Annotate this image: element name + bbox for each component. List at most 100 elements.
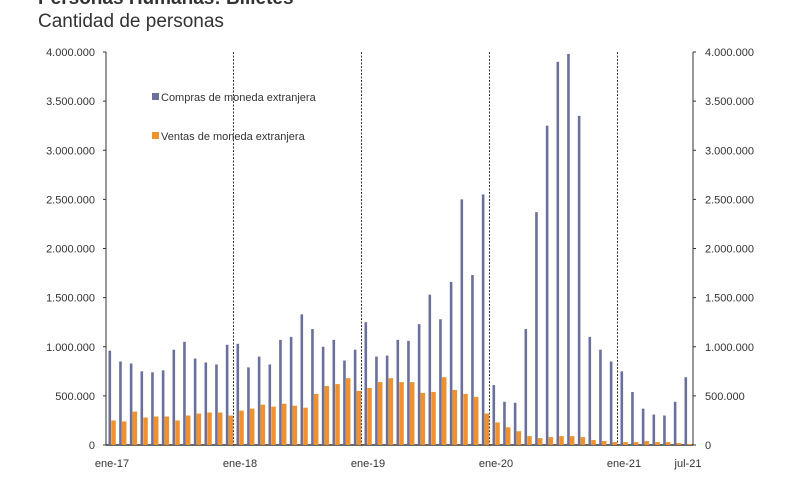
bar-compras-mar-18 [257,356,261,445]
bar-ventas-feb-18 [249,408,255,445]
bar-ventas-oct-18 [335,384,340,445]
bar-compras-jun-19 [417,324,421,445]
left-y-tick-label: 500.000 [55,391,95,403]
bar-ventas-may-19 [409,382,415,445]
bar-compras-sep-17 [193,358,197,445]
bar-compras-dic-17 [225,344,229,445]
bar-ventas-abr-20 [527,436,532,445]
bar-compras-jun-18 [289,336,293,445]
bar-compras-nov-17 [215,364,218,445]
bar-compras-jun-17 [161,370,165,445]
bar-compras-mar-21 [641,408,645,445]
bar-compras-nov-20 [599,349,602,445]
right-y-tick-label: 500.000 [705,391,745,403]
bar-ventas-nov-19 [473,396,479,445]
bar-ventas-abr-21 [655,442,660,445]
bar-compras-may-19 [407,340,410,445]
bar-ventas-jul-21 [687,444,692,445]
bar-compras-sep-18 [321,346,325,445]
bar-ventas-jun-18 [292,405,298,445]
bar-compras-oct-17 [204,362,208,445]
bar-compras-jul-19 [428,294,432,445]
bar-ventas-jul-19 [431,391,436,445]
x-tick-label: jul-21 [674,458,702,470]
chart-title: Personas Humanas: Billetes [38,0,294,10]
bar-ventas-ene-19 [367,388,372,445]
bar-ventas-jun-20 [548,437,554,445]
right-y-tick-label: 2.500.000 [705,194,754,206]
bar-ventas-nov-17 [217,412,223,445]
bar-ventas-mar-20 [516,431,522,445]
bar-compras-mar-19 [385,355,389,445]
bar-compras-may-21 [663,415,666,445]
bar-compras-abr-20 [524,329,528,445]
bar-ventas-ago-17 [185,415,191,445]
left-y-tick-label: 2.500.000 [46,194,95,206]
bar-ventas-oct-17 [207,412,212,445]
bar-compras-dic-19 [481,194,485,445]
bar-ventas-jun-17 [164,416,170,445]
bar-ventas-mar-21 [644,441,650,445]
bar-compras-sep-19 [449,281,453,445]
bar-compras-nov-19 [471,275,474,445]
bar-ventas-sep-18 [324,386,330,445]
bar-compras-feb-17 [119,361,122,445]
bar-ventas-dic-19 [484,413,490,445]
bar-ventas-may-18 [281,403,287,445]
bar-compras-sep-20 [577,115,581,446]
left-y-tick-label: 1.000.000 [46,342,95,354]
left-y-tick-label: 1.500.000 [46,293,95,305]
bar-ventas-may-17 [153,416,159,445]
right-y-tick-label: 3.500.000 [705,96,754,108]
bar-compras-ene-17 [108,350,112,445]
bar-ventas-jun-21 [676,443,682,445]
right-y-tick-label: 2.000.000 [705,244,754,256]
bar-compras-mar-20 [513,402,517,445]
bar-ventas-feb-19 [377,382,383,445]
bar-ventas-abr-19 [399,382,404,445]
x-tick-label: ene-18 [223,458,257,470]
bar-ventas-ene-17 [111,420,116,445]
bar-ventas-ago-19 [441,377,447,445]
bar-compras-feb-19 [375,356,378,445]
bar-ventas-ago-20 [569,436,575,445]
bar-ventas-may-21 [665,442,671,445]
right-y-tick-label: 1.500.000 [705,293,754,305]
bar-compras-may-17 [151,372,154,445]
bar-ventas-mar-17 [132,411,138,445]
bar-compras-ago-19 [439,319,442,445]
bar-ventas-ene-21 [623,442,628,445]
bar-ventas-sep-19 [452,389,458,445]
bar-ventas-abr-17 [143,417,148,445]
bar-compras-feb-18 [247,367,250,445]
bar-compras-may-18 [279,339,282,445]
bar-compras-abr-17 [140,371,144,445]
bar-ventas-jul-17 [175,420,180,445]
bar-compras-abr-18 [268,364,272,445]
bar-compras-ago-20 [567,53,570,446]
bar-compras-ene-21 [620,371,624,445]
right-y-tick-label: 3.000.000 [705,145,754,157]
bar-ventas-jul-18 [303,407,308,445]
bar-ventas-nov-18 [345,378,351,445]
bar-ventas-sep-17 [196,413,202,445]
bar-ventas-oct-19 [463,393,468,445]
bar-ventas-feb-20 [505,427,511,445]
bar-compras-ene-18 [236,343,240,445]
chart-subtitle: Cantidad de personas [38,11,224,32]
bar-compras-feb-21 [631,391,634,445]
bar-compras-jun-20 [545,125,549,445]
x-tick-label: ene-19 [351,458,385,470]
left-y-tick-label: 3.500.000 [46,96,95,108]
left-y-tick-label: 3.000.000 [46,145,95,157]
bar-ventas-mar-18 [260,404,266,445]
legend-swatch-ventas [152,132,159,139]
bar-compras-nov-18 [343,360,346,445]
bar-ventas-abr-18 [271,406,276,445]
bar-compras-dic-20 [609,361,613,445]
bar-ventas-nov-20 [601,441,607,445]
right-y-tick-label: 0 [705,440,711,452]
left-y-tick-label: 0 [89,440,95,452]
bar-ventas-dic-18 [356,390,362,445]
